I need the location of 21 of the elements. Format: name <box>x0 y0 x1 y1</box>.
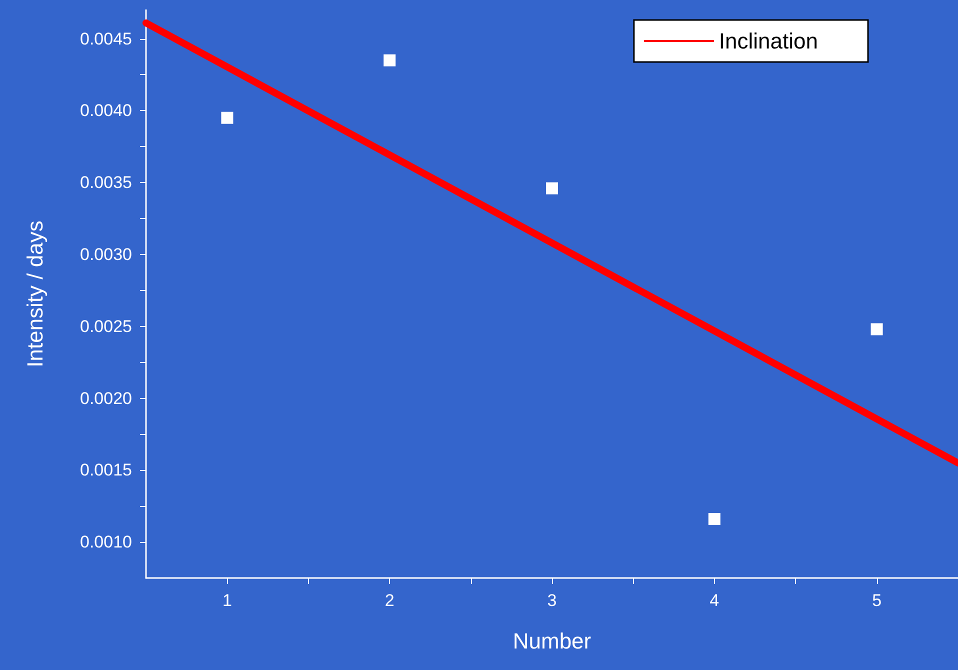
y-tick-label: 0.0045 <box>80 29 132 48</box>
y-tick-label: 0.0020 <box>80 388 132 408</box>
point <box>708 513 720 526</box>
point <box>870 323 883 336</box>
y-tick-label: 0.0025 <box>80 316 132 336</box>
y-tick-label: 0.0035 <box>80 173 132 192</box>
y-tick-label: 0.0040 <box>80 101 132 120</box>
x-tick-label: 2 <box>384 591 394 610</box>
y-axis-title: Intensity / days <box>22 220 48 368</box>
point <box>384 54 396 66</box>
point <box>546 182 558 194</box>
x-axis-title: Number <box>512 628 592 654</box>
y-tick-label: 0.0015 <box>80 460 132 480</box>
x-tick-label: 5 <box>872 591 882 610</box>
point <box>221 112 234 124</box>
x-tick-label: 4 <box>710 591 720 610</box>
y-tick-label: 0.0010 <box>80 532 132 552</box>
x-tick-label: 1 <box>222 591 232 610</box>
legend-label: Inclination <box>718 28 818 54</box>
y-tick-label: 0.0030 <box>80 244 132 264</box>
x-tick-label: 3 <box>547 591 557 610</box>
